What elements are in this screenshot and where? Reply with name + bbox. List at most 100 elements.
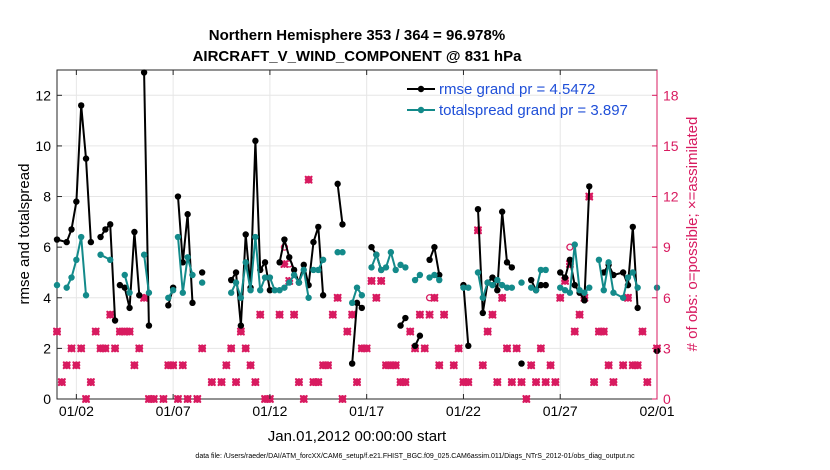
obs-assimilated-marker xyxy=(246,361,255,370)
obs-marker-stroke xyxy=(86,378,95,387)
spread-point xyxy=(411,276,419,284)
obs-marker-stroke xyxy=(493,378,502,387)
obs-marker-stroke xyxy=(391,361,400,370)
obs-assimilated-marker xyxy=(86,378,95,387)
rmse-point xyxy=(474,205,482,213)
obs-assimilated-marker xyxy=(333,293,342,302)
obs-marker-stroke xyxy=(333,293,342,302)
obs-marker-stroke xyxy=(420,344,429,353)
obs-assimilated-marker xyxy=(222,361,231,370)
obs-marker-stroke xyxy=(503,344,511,353)
obs-assimilated-marker xyxy=(493,378,502,387)
obs-assimilated-marker xyxy=(173,395,182,403)
obs-marker-stroke xyxy=(294,378,303,387)
rmse-point xyxy=(571,281,578,289)
obs-marker-stroke xyxy=(362,344,371,353)
rmse-point xyxy=(518,360,525,367)
obs-marker-stroke xyxy=(328,310,337,319)
rmse-point xyxy=(242,231,249,238)
obs-marker-stroke xyxy=(183,395,192,403)
spread-point xyxy=(348,299,356,307)
obs-marker-stroke xyxy=(536,344,545,353)
obs-marker-stroke xyxy=(236,327,245,336)
rmse-point xyxy=(479,309,487,317)
legend-rmse-marker xyxy=(417,85,425,93)
spread-point xyxy=(586,284,593,291)
obs-marker-stroke xyxy=(609,378,618,387)
obs-assimilated-marker xyxy=(207,378,216,387)
rmse-point xyxy=(465,342,472,350)
rmse-point xyxy=(319,292,327,299)
spread-point xyxy=(334,249,341,256)
obs-marker-stroke xyxy=(193,395,202,403)
obs-marker-stroke xyxy=(449,361,458,370)
spread-point xyxy=(561,286,569,294)
obs-assimilated-marker xyxy=(125,327,134,336)
spread-point xyxy=(73,256,80,264)
rmse-point xyxy=(503,259,511,266)
spread-point xyxy=(581,289,588,296)
spread-point xyxy=(97,251,104,258)
spread-point xyxy=(542,266,549,274)
spread-point xyxy=(165,294,172,301)
spread-point xyxy=(465,284,472,291)
obs-marker-stroke xyxy=(415,310,424,319)
rmse-point xyxy=(252,137,259,145)
obs-marker-stroke xyxy=(149,395,158,403)
spread-point xyxy=(624,274,632,281)
rmse-point xyxy=(300,261,307,269)
rmse-point xyxy=(198,269,206,276)
obs-marker-stroke xyxy=(275,310,284,319)
x-tick-label: 01/27 xyxy=(543,403,578,419)
spread-point xyxy=(319,256,327,264)
spread-point xyxy=(629,269,637,276)
obs-marker-stroke xyxy=(72,361,81,370)
spread-point xyxy=(276,286,283,294)
y-axis-left-label: rmse and totalspread xyxy=(16,164,33,305)
spread-point xyxy=(610,289,617,296)
rmse-point xyxy=(334,180,341,188)
rmse-point xyxy=(131,228,138,236)
spread-line-segment xyxy=(177,236,194,293)
obs-count-markers xyxy=(52,175,662,403)
obs-assimilated-marker xyxy=(517,378,526,387)
spread-point xyxy=(266,274,274,281)
x-tick-label: 02/01 xyxy=(639,403,674,419)
spread-point xyxy=(271,286,278,294)
rmse-point xyxy=(426,256,433,264)
y-axis-right-label: # of obs: o=possible; ×=assimilated xyxy=(684,117,701,352)
obs-assimilated-marker xyxy=(377,276,386,285)
rmse-point xyxy=(126,304,133,312)
y-left-tick-label: 0 xyxy=(43,391,51,407)
spread-point xyxy=(315,266,322,274)
spread-point xyxy=(436,276,443,284)
spread-point xyxy=(53,281,61,289)
obs-marker-stroke xyxy=(440,310,449,319)
obs-assimilated-marker xyxy=(478,361,487,370)
spread-point xyxy=(605,259,612,266)
rmse-point xyxy=(581,297,588,304)
rmse-point xyxy=(358,304,366,312)
obs-marker-stroke xyxy=(256,310,265,319)
obs-marker-stroke xyxy=(406,327,415,336)
obs-assimilated-marker xyxy=(314,378,323,387)
rmse-point xyxy=(73,198,80,205)
obs-marker-stroke xyxy=(290,310,299,319)
obs-marker-stroke xyxy=(91,327,100,336)
spread-point xyxy=(286,279,293,286)
rmse-point xyxy=(368,243,375,251)
obs-assimilated-marker xyxy=(241,344,250,353)
obs-assimilated-marker xyxy=(348,310,357,319)
rmse-point xyxy=(63,238,70,246)
rmse-point xyxy=(542,281,549,289)
obs-assimilated-marker xyxy=(551,378,560,387)
rmse-point xyxy=(227,276,235,284)
obs-assimilated-marker xyxy=(575,310,584,319)
obs-marker-stroke xyxy=(367,276,376,285)
obs-marker-stroke xyxy=(57,378,66,387)
obs-assimilated-marker xyxy=(391,361,400,370)
rmse-point xyxy=(397,322,404,329)
obs-marker-stroke xyxy=(532,378,541,387)
obs-assimilated-marker xyxy=(522,395,531,403)
obs-marker-stroke xyxy=(454,344,463,353)
